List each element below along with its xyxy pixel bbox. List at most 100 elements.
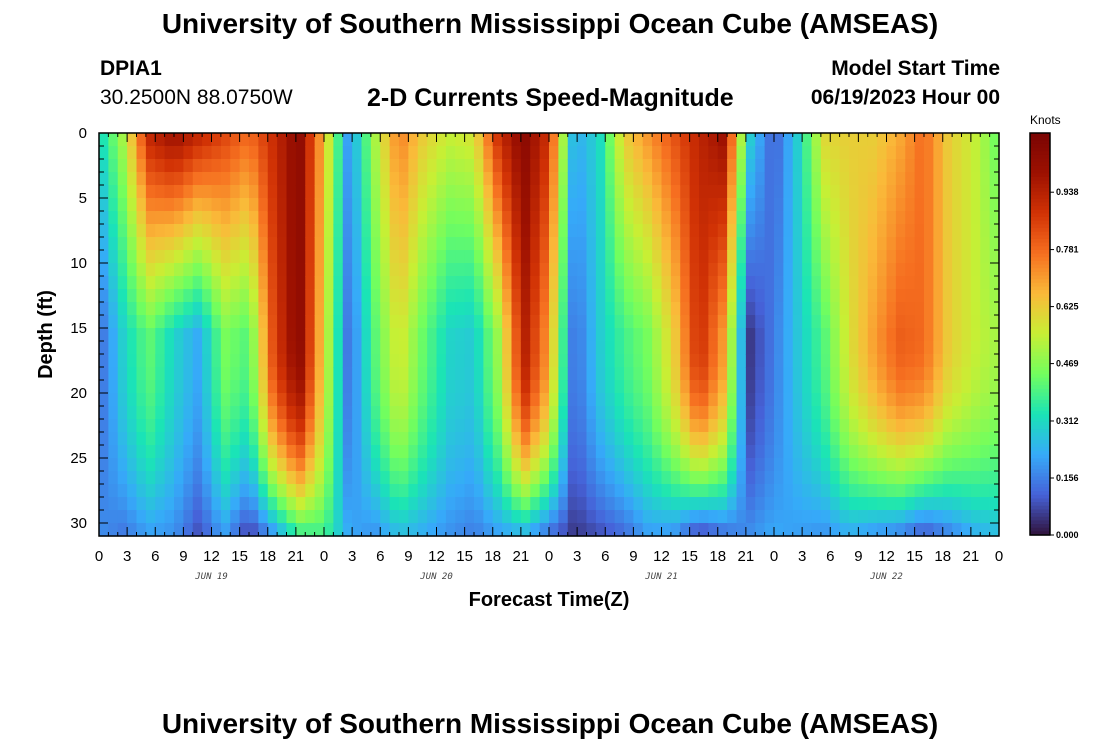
heatmap-cell <box>652 224 663 238</box>
heatmap-cell <box>755 393 766 407</box>
heatmap-cell <box>624 432 634 446</box>
heatmap-cell <box>530 263 541 277</box>
heatmap-cell <box>680 159 691 173</box>
heatmap-cell <box>549 211 559 225</box>
heatmap-cell <box>220 211 231 225</box>
heatmap-cell <box>689 523 700 537</box>
heatmap-cell <box>567 419 578 433</box>
y-axis-title: Depth (ft) <box>35 290 57 379</box>
heatmap-cell <box>230 302 241 316</box>
heatmap-cell <box>680 302 691 316</box>
heatmap-cell <box>699 289 709 303</box>
heatmap-cell <box>117 198 128 212</box>
heatmap-cell <box>183 237 194 251</box>
heatmap-cell <box>108 302 119 316</box>
heatmap-cell <box>230 484 241 498</box>
heatmap-cell <box>614 497 625 511</box>
heatmap-cell <box>914 224 925 238</box>
heatmap-cell <box>914 198 925 212</box>
heatmap-cell <box>661 289 672 303</box>
heatmap-cell <box>558 471 569 485</box>
heatmap-cell <box>905 341 916 355</box>
heatmap-cell <box>633 315 644 329</box>
heatmap-cell <box>220 315 231 329</box>
colorbar-label: 0.625 <box>1056 302 1079 312</box>
heatmap-cell <box>811 302 822 316</box>
heatmap-cell <box>820 445 831 459</box>
heatmap-cell <box>502 484 513 498</box>
heatmap-cell <box>520 198 531 212</box>
heatmap-cell <box>455 458 466 472</box>
heatmap-cell <box>755 367 766 381</box>
heatmap-cell <box>249 198 259 212</box>
heatmap-cell <box>708 406 719 420</box>
heatmap-cell <box>380 289 391 303</box>
heatmap-cell <box>202 523 213 537</box>
heatmap-cell <box>970 445 981 459</box>
heatmap-cell <box>699 198 709 212</box>
heatmap-cell <box>961 406 972 420</box>
heatmap-cell <box>736 523 747 537</box>
heatmap-cell <box>399 315 409 329</box>
heatmap-cell <box>764 172 775 186</box>
heatmap-cell <box>136 419 147 433</box>
heatmap-cell <box>839 497 850 511</box>
heatmap-cell <box>474 354 484 368</box>
heatmap-cell <box>624 458 634 472</box>
heatmap-cell <box>530 354 541 368</box>
heatmap-cell <box>764 263 775 277</box>
heatmap-cell <box>127 458 138 472</box>
heatmap-cell <box>220 484 231 498</box>
heatmap-cell <box>174 302 184 316</box>
heatmap-cell <box>886 367 897 381</box>
heatmap-cell <box>567 263 578 277</box>
heatmap-cell <box>792 185 803 199</box>
heatmap-cell <box>436 159 447 173</box>
heatmap-cell <box>586 133 597 147</box>
heatmap-cell <box>389 133 400 147</box>
heatmap-cell <box>989 146 1000 160</box>
heatmap-cell <box>136 497 147 511</box>
colorbar-segment <box>1030 509 1050 514</box>
heatmap-cell <box>192 185 203 199</box>
heatmap-cell <box>370 393 381 407</box>
heatmap-cell <box>549 341 559 355</box>
heatmap-cell <box>155 289 166 303</box>
heatmap-cell <box>830 380 841 394</box>
heatmap-cell <box>830 497 841 511</box>
heatmap-cell <box>970 250 981 264</box>
heatmap-cell <box>839 211 850 225</box>
x-tick-label: 18 <box>934 548 951 565</box>
heatmap-cell <box>314 315 325 329</box>
heatmap-cell <box>164 419 175 433</box>
heatmap-cell <box>324 380 334 394</box>
heatmap-cell <box>370 484 381 498</box>
heatmap-cell <box>202 328 213 342</box>
heatmap-cell <box>127 172 138 186</box>
heatmap-cell <box>520 328 531 342</box>
heatmap-cell <box>342 315 353 329</box>
heatmap-cell <box>333 445 344 459</box>
heatmap-cell <box>230 198 241 212</box>
heatmap-cell <box>820 354 831 368</box>
heatmap-cell <box>286 172 297 186</box>
heatmap-cell <box>755 276 766 290</box>
heatmap-cell <box>108 172 119 186</box>
heatmap-cell <box>717 198 728 212</box>
heatmap-cell <box>295 510 306 524</box>
heatmap-cell <box>792 471 803 485</box>
heatmap-cell <box>802 510 813 524</box>
heatmap-cell <box>605 211 616 225</box>
heatmap-cell <box>802 380 813 394</box>
heatmap-cell <box>183 497 194 511</box>
heatmap-cell <box>820 185 831 199</box>
heatmap-cell <box>989 432 1000 446</box>
heatmap-cell <box>511 432 522 446</box>
heatmap-cell <box>858 497 869 511</box>
heatmap-cell <box>764 510 775 524</box>
heatmap-cell <box>914 302 925 316</box>
heatmap-cell <box>755 198 766 212</box>
heatmap-cell <box>933 471 944 485</box>
heatmap-cell <box>99 354 109 368</box>
heatmap-cell <box>164 510 175 524</box>
